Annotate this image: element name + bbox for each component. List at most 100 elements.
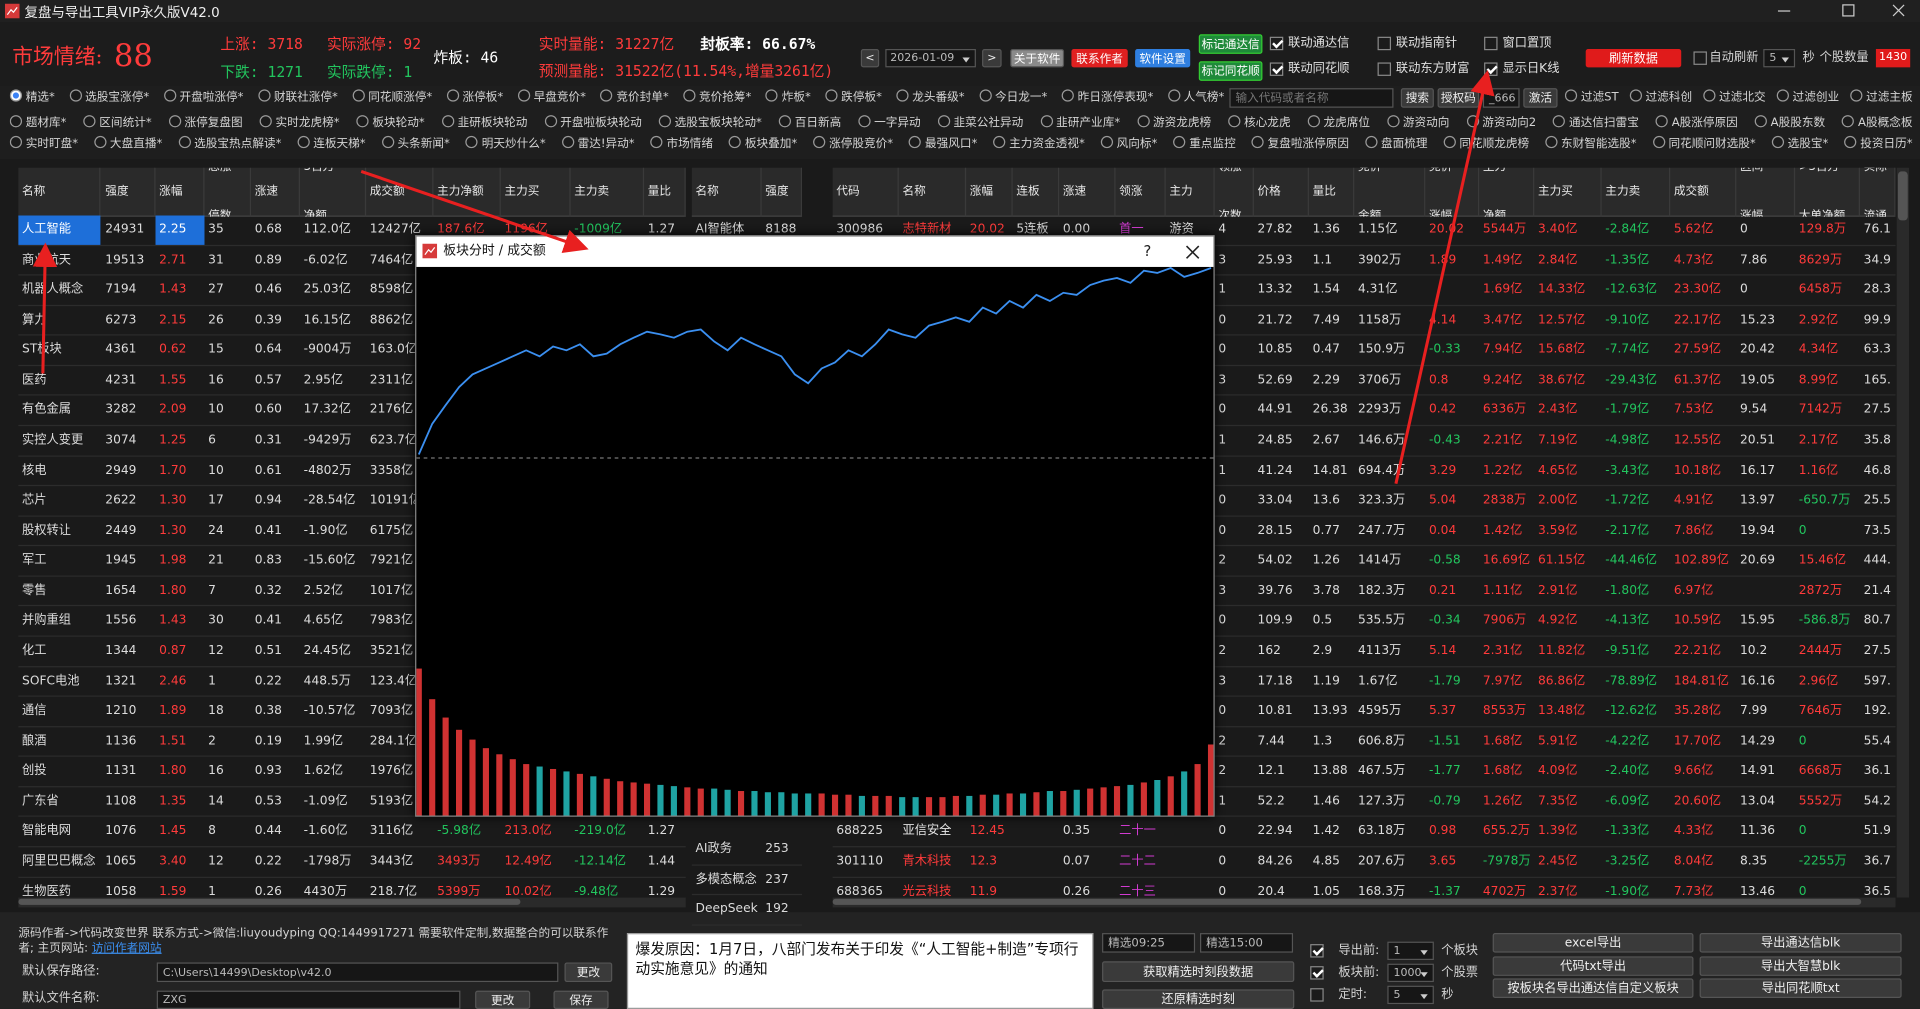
table-cell[interactable]: 7921亿	[369, 553, 414, 568]
table-cell[interactable]: 2.17亿	[1798, 433, 1839, 447]
table-cell[interactable]: 22.94	[1257, 824, 1293, 839]
table-cell[interactable]: 二十二	[1119, 854, 1156, 869]
table-cell[interactable]: 323.3万	[1357, 493, 1406, 508]
table-cell[interactable]: 28.15	[1257, 523, 1293, 538]
table-cell[interactable]: -2.17亿	[1605, 523, 1650, 538]
table-cell[interactable]: 19513	[105, 252, 145, 267]
table-cell[interactable]: 1.80	[159, 764, 187, 778]
table-cell[interactable]: 27	[208, 283, 224, 297]
checkbox[interactable]	[1269, 36, 1284, 51]
table-cell[interactable]: 3902万	[1357, 252, 1402, 267]
table-cell[interactable]: 10	[208, 403, 224, 417]
table-cell[interactable]: 0	[1218, 403, 1227, 417]
table-cell[interactable]: 28.3	[1863, 283, 1891, 297]
table-cell[interactable]: 阿里巴巴概念	[22, 854, 96, 869]
table-cell[interactable]: -1.72亿	[1605, 493, 1650, 508]
table-cell[interactable]: 51.9	[1863, 824, 1891, 839]
table-cell[interactable]: 3.40亿	[1537, 222, 1578, 237]
column-header[interactable]: 领涨 次数	[1215, 167, 1254, 217]
table-cell[interactable]: 12.55亿	[1673, 433, 1722, 447]
column-header[interactable]: 主力 净额	[1479, 167, 1535, 217]
table-cell[interactable]: 4361	[105, 343, 137, 357]
table-cell[interactable]: 1.68亿	[1482, 734, 1523, 748]
table-cell[interactable]: 24	[208, 523, 224, 538]
table-cell[interactable]: 84.26	[1257, 854, 1293, 869]
table-cell[interactable]: 146.6万	[1357, 433, 1406, 447]
table-cell[interactable]: 16	[208, 764, 224, 778]
menu-item[interactable]: 今日龙一*	[979, 88, 1047, 108]
table-cell[interactable]: 1.26亿	[1482, 794, 1523, 808]
table-cell[interactable]: 6175亿	[369, 523, 414, 538]
menu-item[interactable]: 风向标*	[1100, 135, 1157, 155]
table-cell[interactable]: 9.66亿	[1673, 764, 1714, 778]
table-cell[interactable]: 535.5万	[1357, 613, 1406, 628]
table-cell[interactable]: 0.22	[254, 674, 282, 688]
popup-close[interactable]	[1184, 244, 1201, 261]
table-cell[interactable]: 4.92亿	[1537, 613, 1578, 628]
menu-item[interactable]: 选股宝涨停*	[69, 88, 149, 108]
export-button[interactable]: 按板块名导出通达信自定义板块	[1492, 978, 1694, 998]
table-cell[interactable]: 2622	[105, 493, 137, 508]
table-cell[interactable]: 6273	[105, 313, 137, 327]
table-cell[interactable]: 73.5	[1863, 523, 1891, 538]
table-cell[interactable]: 5.91亿	[1537, 734, 1578, 748]
column-header[interactable]: 代码	[833, 167, 899, 217]
table-cell[interactable]: 21.72	[1257, 313, 1293, 327]
table-cell[interactable]: 3443亿	[369, 854, 414, 869]
table-cell[interactable]: 17.18	[1257, 674, 1293, 688]
table-cell[interactable]: 1131	[105, 764, 137, 778]
table-cell[interactable]: 人工智能	[18, 215, 101, 245]
table-cell[interactable]: 2.71	[159, 252, 187, 267]
table-cell[interactable]: -7.74亿	[1605, 343, 1650, 357]
menu-item[interactable]: 开盘啦板块轮动	[544, 114, 642, 134]
table-cell[interactable]: 301110	[836, 854, 884, 869]
table-cell[interactable]: 1.39亿	[1537, 824, 1578, 839]
table-cell[interactable]: 0	[1218, 854, 1227, 869]
table-cell[interactable]: 2838万	[1482, 493, 1527, 508]
change-name-button[interactable]: 更改	[475, 990, 531, 1009]
prev-date[interactable]: <	[860, 48, 880, 68]
table-cell[interactable]: -12.63亿	[1605, 283, 1658, 297]
table-cell[interactable]: 12	[208, 854, 224, 869]
table-cell[interactable]: 5.04	[1428, 493, 1457, 508]
menu-item[interactable]: 实时龙虎榜*	[259, 114, 340, 134]
table-cell[interactable]: 1.54	[1312, 283, 1340, 297]
table-cell[interactable]: 6458万	[1798, 283, 1843, 297]
table-cell[interactable]: 7142万	[1798, 403, 1843, 417]
table-cell[interactable]: -5.98亿	[437, 824, 482, 839]
table-cell[interactable]: 12.3	[969, 854, 998, 869]
table-cell[interactable]: 1.89	[159, 704, 187, 718]
table-cell[interactable]: 医药	[22, 373, 47, 387]
table-cell[interactable]: -6.02亿	[303, 252, 348, 267]
table-cell[interactable]: -0.58	[1428, 553, 1461, 568]
table-cell[interactable]: 4430万	[303, 884, 348, 899]
table-cell[interactable]: 0.32	[254, 583, 282, 598]
table-cell[interactable]: 3521亿	[369, 644, 414, 658]
table-cell[interactable]: 284.1亿	[369, 734, 418, 748]
table-cell[interactable]: 3358亿	[369, 463, 414, 477]
table-cell[interactable]: 2.45亿	[1537, 854, 1578, 869]
table-cell[interactable]: 0.57	[254, 373, 282, 387]
column-header[interactable]: 涨速	[1059, 167, 1116, 217]
table-cell[interactable]: 17.32亿	[303, 403, 351, 417]
table-cell[interactable]: 3	[1218, 674, 1227, 688]
table-cell[interactable]: 8629万	[1798, 252, 1843, 267]
export-input[interactable]: 1	[1387, 941, 1434, 960]
table-cell[interactable]: 1.51	[159, 734, 187, 748]
table-cell[interactable]: 0.98	[1428, 824, 1457, 839]
table-cell[interactable]: 2.95亿	[303, 373, 344, 387]
table-cell[interactable]: 志特新材	[902, 222, 952, 237]
menu-item[interactable]: 龙头番级*	[896, 88, 965, 108]
table-cell[interactable]: 61.15亿	[1537, 553, 1586, 568]
table-cell[interactable]: 2872万	[1798, 583, 1843, 598]
table-cell[interactable]: 8188	[765, 222, 797, 237]
menu-item[interactable]: A股股东数	[1754, 114, 1825, 134]
table-cell[interactable]: 150.9万	[1357, 343, 1406, 357]
table-cell[interactable]: 9.24亿	[1482, 373, 1523, 387]
table-cell[interactable]: 1.16亿	[1798, 463, 1839, 477]
table-cell[interactable]: 22.21亿	[1673, 644, 1722, 658]
table-cell[interactable]: 3116亿	[369, 824, 414, 839]
table-cell[interactable]: 2311亿	[369, 373, 414, 387]
table-cell[interactable]: 6668万	[1798, 764, 1843, 778]
table-cell[interactable]: 1.26	[1312, 553, 1340, 568]
